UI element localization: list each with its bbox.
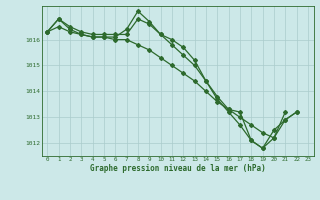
X-axis label: Graphe pression niveau de la mer (hPa): Graphe pression niveau de la mer (hPa): [90, 164, 266, 173]
